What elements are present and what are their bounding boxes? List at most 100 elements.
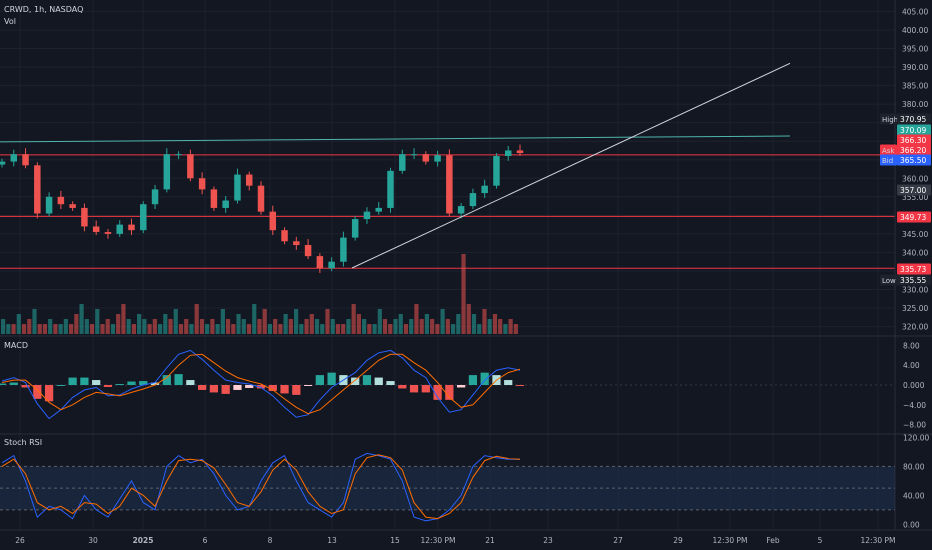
candle-body	[0, 161, 6, 165]
macd-histogram-bar	[68, 377, 77, 385]
time-axis-label: 5	[818, 536, 823, 545]
candle-body	[104, 232, 112, 234]
volume-bar	[95, 309, 100, 334]
macd-pane[interactable]	[0, 349, 895, 420]
macd-histogram-bar	[245, 385, 254, 388]
time-axis-label: 29	[673, 536, 683, 545]
candle-body	[516, 150, 524, 154]
volume-bar	[63, 319, 68, 334]
macd-histogram-bar	[56, 385, 65, 386]
macd-histogram-bar	[174, 374, 183, 385]
volume-bar	[116, 314, 121, 334]
volume-bar	[377, 309, 382, 334]
stoch-rsi-pane[interactable]	[0, 452, 895, 522]
candle-body	[493, 156, 500, 186]
price-tag-name-bg	[880, 154, 897, 166]
candle-body	[81, 207, 88, 227]
candle-body	[234, 174, 241, 201]
volume-bar	[435, 324, 440, 334]
macd-axis-label: 8.00	[903, 341, 920, 350]
volume-bar	[477, 324, 482, 334]
price-tag-name: Bid	[882, 157, 893, 165]
candle-body	[210, 189, 218, 208]
volume-bar	[346, 319, 351, 334]
price-tag-name-bg	[880, 113, 897, 125]
volume-bar	[147, 324, 152, 334]
volume-bar	[6, 324, 11, 334]
candle-body	[257, 185, 265, 212]
candle-body	[446, 155, 453, 214]
time-axis-label: 8	[268, 536, 273, 545]
volume-bar	[110, 324, 116, 334]
volume-bar	[184, 319, 189, 334]
volume-bar	[513, 324, 518, 334]
volume-bar	[330, 319, 335, 334]
candle-body	[69, 204, 76, 208]
volume-bar	[325, 309, 330, 334]
volume-bar	[48, 319, 53, 334]
macd-histogram-bar	[256, 385, 266, 389]
macd-histogram-bar	[209, 385, 219, 393]
candle-body	[22, 154, 29, 166]
macd-histogram-bar	[468, 375, 478, 385]
macd-histogram-bar	[480, 372, 489, 385]
stoch-axis-label: 40.00	[903, 491, 925, 500]
volume-bar	[37, 324, 42, 334]
volume-bar	[173, 309, 178, 334]
price-axis-label: 395.00	[902, 44, 928, 53]
candle-body	[222, 200, 229, 208]
macd-histogram-bar	[327, 372, 336, 385]
price-tag-name: Low	[882, 277, 896, 285]
time-axis-label: 27	[613, 536, 623, 545]
volume-bar	[1, 319, 6, 334]
macd-histogram-bar	[303, 385, 313, 386]
stoch-d-line	[1, 454, 521, 520]
macd-histogram-bar	[268, 385, 277, 391]
stoch-axis-label: 120.00	[903, 433, 929, 442]
price-axis-label: 405.00	[902, 7, 928, 16]
candle-body	[92, 226, 100, 233]
volume-bar	[142, 319, 147, 334]
signal-line	[1, 353, 521, 415]
volume-bar	[341, 324, 346, 334]
price-tag-name-bg	[880, 144, 897, 156]
symbol-title[interactable]: CRWD, 1h, NASDAQ	[4, 5, 83, 14]
volume-bar	[252, 304, 257, 334]
candle-body	[281, 230, 288, 242]
drawn-trend-lines[interactable]	[0, 62, 791, 269]
macd-histogram-bar	[315, 375, 324, 385]
candle-body	[187, 154, 194, 179]
time-axis-label: Feb	[766, 536, 780, 545]
volume-bar	[262, 309, 267, 334]
volume-bar	[273, 319, 278, 334]
volume-bar	[21, 324, 27, 334]
volume-bar	[372, 324, 377, 334]
macd-histogram-bar	[92, 380, 101, 385]
volume-bar	[299, 324, 304, 334]
macd-axis-label: −8.00	[903, 421, 926, 430]
volume-bar	[398, 314, 403, 334]
volume-bar	[498, 319, 503, 334]
volume-bar	[225, 319, 231, 334]
volume-bar	[157, 324, 163, 334]
volume-bar	[53, 324, 58, 334]
volume-bar	[220, 309, 225, 334]
time-axis-label: 2025	[133, 536, 154, 545]
candle-body	[10, 154, 18, 162]
time-axis-label: 30	[88, 536, 98, 545]
volume-bar	[168, 319, 173, 334]
price-tag-bg	[897, 144, 931, 156]
price-axis-label: 340.00	[902, 248, 928, 257]
volume-bar	[16, 314, 21, 334]
candle-body	[175, 154, 182, 156]
candle-body	[340, 237, 347, 262]
macd-histogram-bar	[115, 384, 124, 386]
volume-bar	[231, 324, 236, 334]
time-axis-label: 15	[390, 536, 400, 545]
macd-histogram-bar	[433, 385, 442, 400]
price-pane[interactable]	[0, 62, 895, 334]
candle-body	[481, 185, 488, 194]
price-axis-label: 390.00	[902, 63, 928, 72]
